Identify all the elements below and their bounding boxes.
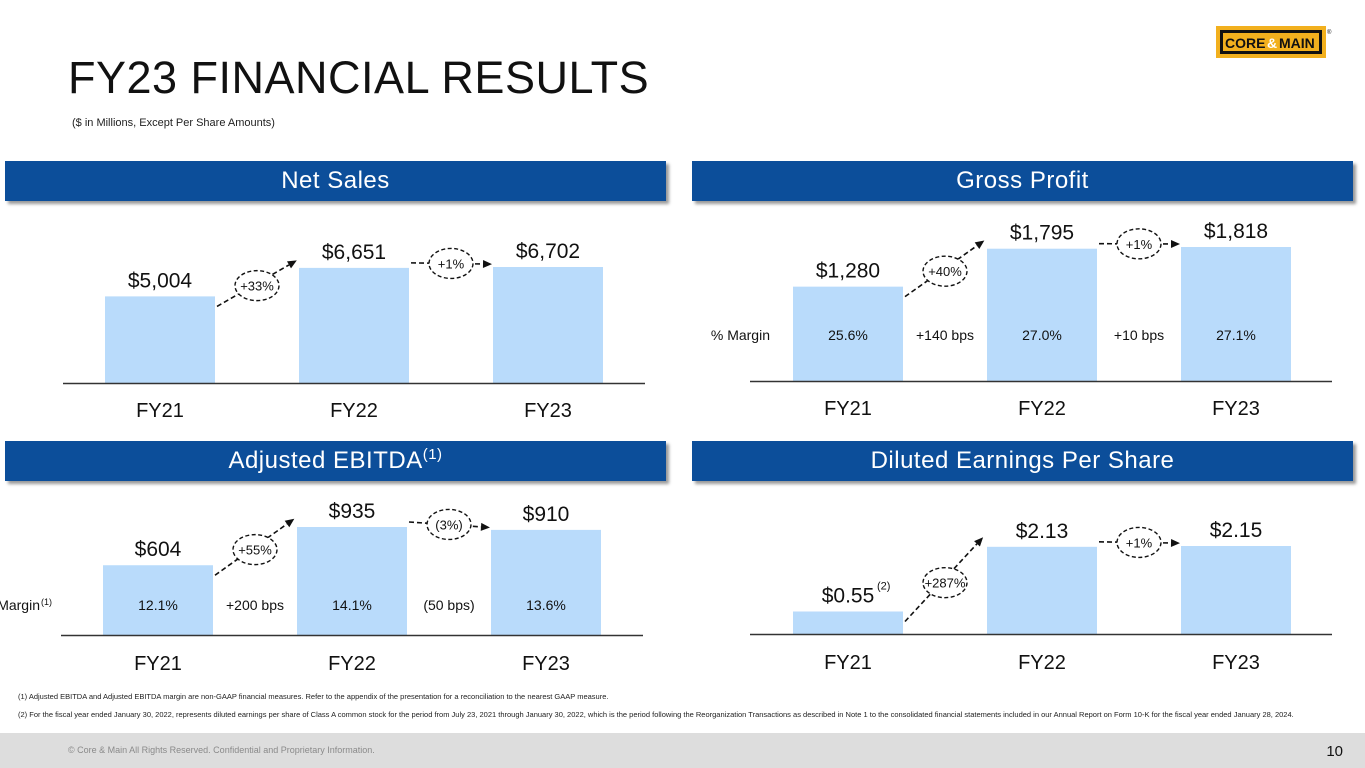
category-label-fy23: FY23 bbox=[1212, 652, 1260, 674]
growth-bubble-1 bbox=[232, 533, 278, 566]
eps-header: Diluted Earnings Per Share bbox=[692, 441, 1353, 481]
net-sales-header: Net Sales bbox=[5, 161, 666, 201]
margin-change-2: +10 bps bbox=[1114, 327, 1164, 343]
bar-fy23 bbox=[491, 529, 601, 635]
value-label-fy23: $6,702 bbox=[516, 240, 580, 263]
core-and-main-logo: CORE & MAIN ® bbox=[1216, 26, 1332, 58]
growth-label-2: +1% bbox=[1126, 535, 1153, 550]
growth-arrowhead-1 bbox=[284, 518, 295, 528]
growth-bubble-2 bbox=[426, 508, 472, 541]
category-label-fy23: FY23 bbox=[522, 653, 570, 675]
margin-value-fy22: 14.1% bbox=[332, 597, 372, 613]
growth-label-2: +1% bbox=[1126, 237, 1153, 252]
margin-value-fy23: 27.1% bbox=[1216, 327, 1256, 343]
growth-bubble-2 bbox=[1116, 228, 1162, 260]
footnote-2: (2) For the fiscal year ended January 30… bbox=[18, 710, 1294, 719]
ebitda-title-footnote: (1) bbox=[422, 446, 443, 463]
category-label-fy22: FY22 bbox=[328, 653, 376, 675]
value-label-fy23: $1,818 bbox=[1204, 220, 1268, 243]
bar-fy21 bbox=[103, 565, 213, 635]
bar-fy23 bbox=[493, 267, 603, 383]
eps-title: Diluted Earnings Per Share bbox=[870, 447, 1175, 474]
page-number: 10 bbox=[1326, 743, 1343, 760]
bar-fy23 bbox=[1181, 247, 1291, 381]
value-label-fy22: $2.13 bbox=[1016, 520, 1069, 543]
gross-profit-header: Gross Profit bbox=[692, 161, 1353, 201]
growth-bubble-1 bbox=[922, 566, 968, 599]
footer-bar: © Core & Main All Rights Reserved. Confi… bbox=[0, 733, 1365, 768]
growth-label-2: +1% bbox=[438, 256, 465, 271]
margin-change-1: +140 bps bbox=[916, 327, 974, 343]
category-label-fy23: FY23 bbox=[1212, 398, 1260, 420]
growth-label-1: +33% bbox=[240, 279, 274, 294]
value-label-fy22: $935 bbox=[329, 500, 376, 523]
logo-text-left: CORE bbox=[1225, 35, 1265, 51]
margin-row-label-footnote: (1) bbox=[41, 597, 52, 607]
logo-registered-mark: ® bbox=[1327, 29, 1332, 36]
ebitda-title: Adjusted EBITDA bbox=[228, 447, 423, 474]
growth-arrowhead-2 bbox=[482, 260, 492, 268]
growth-arrowhead-2 bbox=[1170, 240, 1180, 248]
gross-profit-title: Gross Profit bbox=[956, 167, 1089, 194]
footnote-1: (1) Adjusted EBITDA and Adjusted EBITDA … bbox=[18, 692, 609, 701]
growth-arrowhead-2 bbox=[480, 522, 490, 531]
growth-arrowhead-1 bbox=[287, 260, 297, 269]
growth-label-1: +55% bbox=[238, 543, 272, 558]
copyright-text: © Core & Main All Rights Reserved. Confi… bbox=[68, 745, 375, 755]
value-label-fy22: $1,795 bbox=[1010, 222, 1074, 245]
growth-bubble-2 bbox=[1116, 526, 1162, 559]
bar-fy22 bbox=[987, 248, 1097, 381]
eps-chart: $0.55 (2) FY21 $2.13 FY22 $2.15 FY23 +287% +1% bbox=[750, 519, 1332, 674]
value-label-fy23: $2.15 bbox=[1210, 519, 1263, 542]
category-label-fy21: FY21 bbox=[824, 398, 872, 420]
category-label-fy22: FY22 bbox=[1018, 398, 1066, 420]
net-sales-title: Net Sales bbox=[281, 167, 390, 194]
category-label-fy21: FY21 bbox=[824, 652, 872, 674]
growth-arrowhead-2 bbox=[1170, 539, 1180, 547]
category-label-fy21: FY21 bbox=[134, 653, 182, 675]
value-label-fy21: $0.55 bbox=[822, 584, 875, 607]
value-label-footnote: (2) bbox=[877, 580, 890, 592]
logo-ampersand: & bbox=[1267, 35, 1277, 51]
margin-row-label: % Margin bbox=[711, 327, 770, 343]
bar-fy21 bbox=[105, 296, 215, 383]
growth-arrowhead-1 bbox=[974, 240, 985, 249]
ebitda-header: Adjusted EBITDA(1) bbox=[5, 441, 666, 481]
category-label-fy22: FY22 bbox=[330, 400, 378, 422]
growth-bubble-1 bbox=[234, 269, 280, 302]
margin-value-fy21: 12.1% bbox=[138, 597, 178, 613]
category-label-fy21: FY21 bbox=[136, 400, 184, 422]
value-label-fy21: $5,004 bbox=[128, 269, 193, 292]
value-label-fy21: $1,280 bbox=[816, 260, 880, 283]
growth-arrowhead-1 bbox=[974, 537, 984, 547]
category-label-fy23: FY23 bbox=[524, 400, 572, 422]
bar-fy21 bbox=[793, 286, 903, 381]
bar-fy22 bbox=[297, 527, 407, 635]
value-label-fy21: $604 bbox=[135, 538, 182, 561]
page-subtitle: ($ in Millions, Except Per Share Amounts… bbox=[72, 117, 275, 129]
value-label-fy22: $6,651 bbox=[322, 241, 386, 264]
margin-value-fy21: 25.6% bbox=[828, 327, 868, 343]
bar-fy23 bbox=[1181, 546, 1291, 634]
bar-fy21 bbox=[793, 611, 903, 634]
growth-label-2: (3%) bbox=[435, 517, 462, 532]
margin-change-1: +200 bps bbox=[226, 597, 284, 613]
growth-label-1: +287% bbox=[925, 576, 966, 591]
bar-fy22 bbox=[987, 546, 1097, 634]
bar-fy22 bbox=[299, 267, 409, 383]
growth-bubble-2 bbox=[428, 247, 474, 280]
growth-bubble-1 bbox=[922, 255, 968, 287]
margin-row-label: % Margin bbox=[0, 597, 40, 613]
category-label-fy22: FY22 bbox=[1018, 652, 1066, 674]
ebitda-chart: $604 FY21 12.1% $935 FY22 14.1% $910 FY23 13.6%%… bbox=[0, 500, 643, 675]
margin-value-fy23: 13.6% bbox=[526, 597, 566, 613]
margin-change-2: (50 bps) bbox=[423, 597, 474, 613]
growth-label-1: +40% bbox=[928, 264, 962, 279]
net-sales-chart: $5,004 FY21 $6,651 FY22 $6,702 FY23 +33% +1% bbox=[63, 240, 645, 422]
value-label-fy23: $910 bbox=[523, 503, 570, 526]
margin-value-fy22: 27.0% bbox=[1022, 327, 1062, 343]
logo-text-right: MAIN bbox=[1279, 35, 1315, 51]
page-title: FY23 FINANCIAL RESULTS bbox=[68, 52, 650, 103]
gross-profit-chart: $1,280 FY21 25.6% $1,795 FY22 27.0% $1,818 FY23… bbox=[711, 220, 1332, 420]
